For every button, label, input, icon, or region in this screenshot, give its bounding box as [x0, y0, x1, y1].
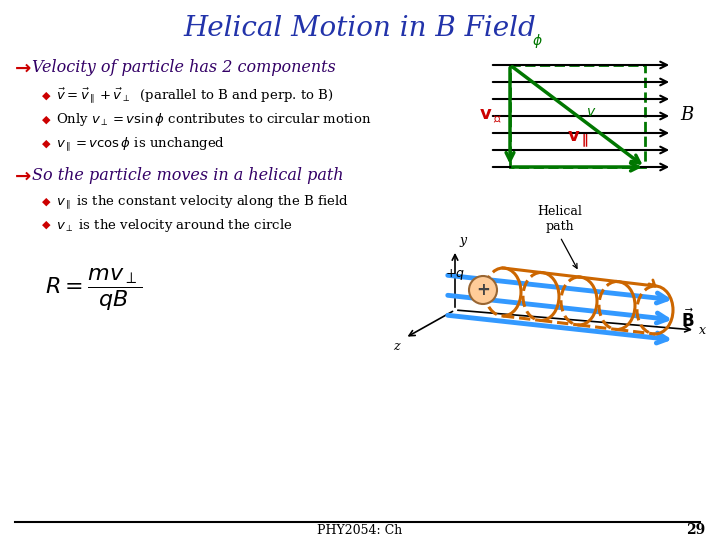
- Text: →: →: [15, 166, 32, 186]
- Text: Only $v_{\perp} = v\sin\phi$ contributes to circular motion: Only $v_{\perp} = v\sin\phi$ contributes…: [56, 111, 372, 129]
- Text: $v_{\parallel} = v\cos\phi$ is unchanged: $v_{\parallel} = v\cos\phi$ is unchanged: [56, 135, 225, 153]
- Text: +: +: [476, 281, 490, 299]
- Text: $v_{\perp}$ is the velocity around the circle: $v_{\perp}$ is the velocity around the c…: [56, 217, 292, 233]
- Text: PHY2054: Ch: PHY2054: Ch: [318, 523, 402, 537]
- Text: $\phi$: $\phi$: [532, 32, 543, 50]
- Text: ◆: ◆: [42, 91, 50, 101]
- Text: 29: 29: [685, 523, 705, 537]
- Text: ◆: ◆: [42, 220, 50, 230]
- Text: $+q$: $+q$: [445, 267, 465, 281]
- Text: $\mathbf{v_{\perp}}$: $\mathbf{v_{\perp}}$: [479, 107, 502, 125]
- Text: x: x: [699, 323, 706, 336]
- Text: y: y: [459, 234, 466, 247]
- Text: z: z: [393, 340, 400, 353]
- Text: $R = \dfrac{mv_{\perp}}{qB}$: $R = \dfrac{mv_{\perp}}{qB}$: [45, 267, 142, 313]
- Text: $\vec{v} = \vec{v}_{\parallel} + \vec{v}_{\perp}$  (parallel to B and perp. to B: $\vec{v} = \vec{v}_{\parallel} + \vec{v}…: [56, 86, 334, 105]
- Text: $\mathbf{v_{\parallel}}$: $\mathbf{v_{\parallel}}$: [567, 130, 588, 149]
- Text: $\vec{\mathbf{B}}$: $\vec{\mathbf{B}}$: [681, 309, 695, 331]
- Text: B: B: [680, 106, 693, 124]
- Text: So the particle moves in a helical path: So the particle moves in a helical path: [32, 167, 343, 185]
- Text: Helical Motion in B Field: Helical Motion in B Field: [184, 15, 536, 42]
- Text: ◆: ◆: [42, 197, 50, 207]
- Text: $v$: $v$: [585, 105, 596, 119]
- Text: ◆: ◆: [42, 115, 50, 125]
- Circle shape: [469, 276, 497, 304]
- Text: Velocity of particle has 2 components: Velocity of particle has 2 components: [32, 59, 336, 77]
- Text: →: →: [15, 58, 32, 78]
- Text: $v_{\parallel}$ is the constant velocity along the B field: $v_{\parallel}$ is the constant velocity…: [56, 193, 348, 211]
- Text: Helical
path: Helical path: [538, 205, 582, 233]
- Text: ◆: ◆: [42, 139, 50, 149]
